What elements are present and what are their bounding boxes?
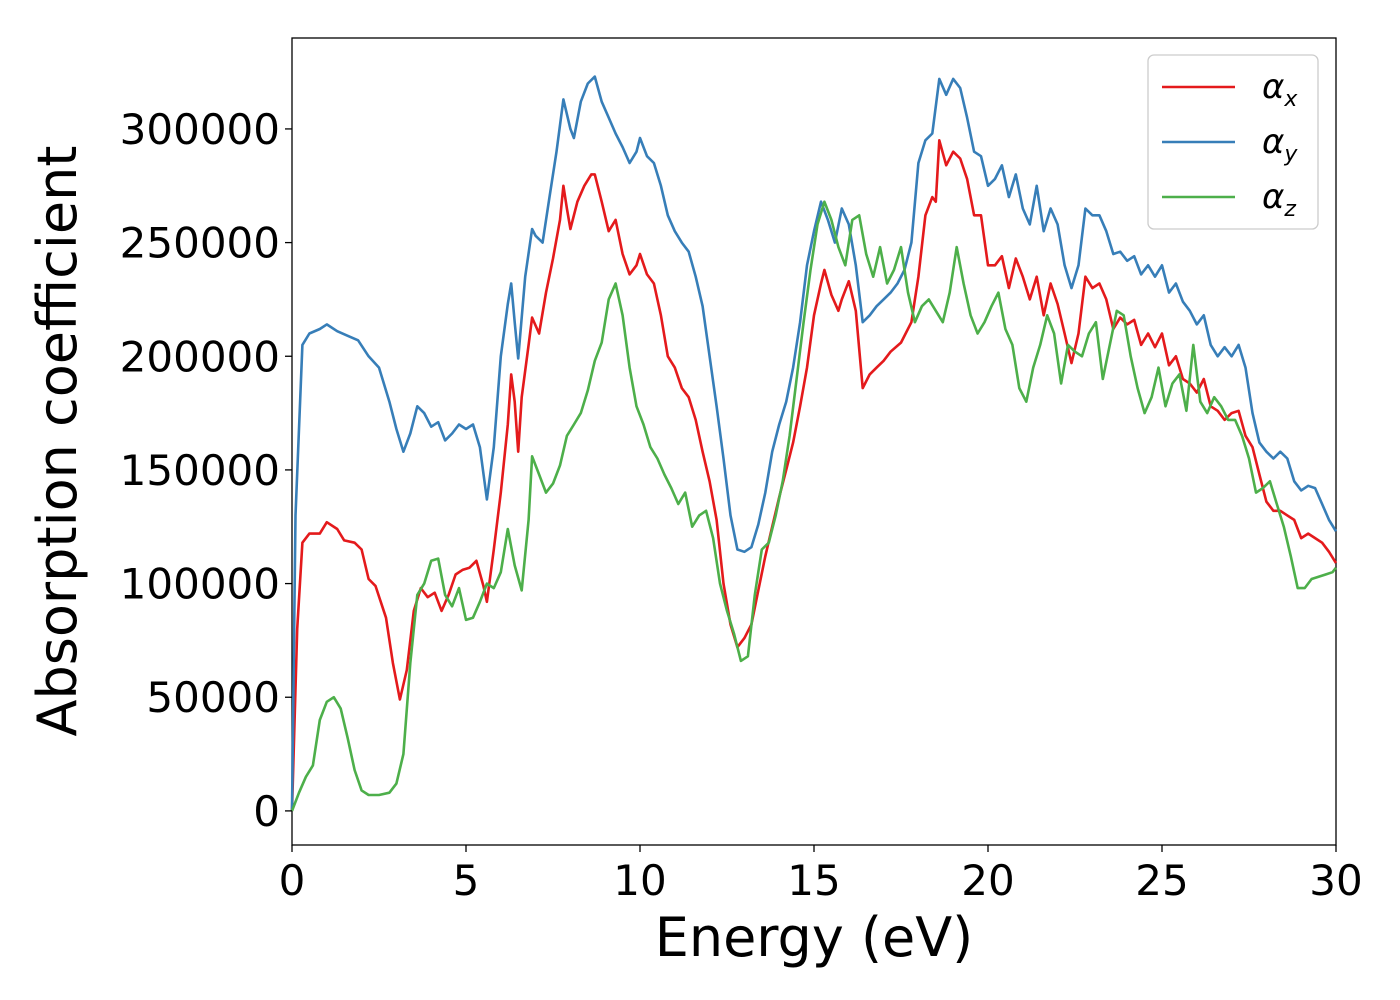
x-tick-label: 10 [613, 856, 666, 905]
y-tick-label: 50000 [146, 673, 280, 722]
x-axis-label: Energy (eV) [655, 906, 974, 969]
y-ticks: 0 50000 100000 150000 200000 250000 300000 [120, 105, 292, 836]
series-line-alpha-y [290, 75, 1338, 811]
y-tick-label: 200000 [120, 332, 280, 381]
x-ticks: 0 5 10 15 20 25 30 [279, 845, 1363, 905]
x-tick-label: 5 [453, 856, 480, 905]
series-line-alpha-x [290, 139, 1338, 811]
x-tick-label: 30 [1309, 856, 1362, 905]
series-layer [290, 75, 1338, 812]
x-tick-label: 20 [961, 856, 1014, 905]
y-tick-label: 300000 [120, 105, 280, 154]
y-tick-label: 100000 [120, 560, 280, 609]
x-tick-label: 15 [787, 856, 840, 905]
series-line-alpha-z [290, 200, 1338, 812]
y-axis-label: Absorption coefficient [26, 146, 89, 737]
x-tick-label: 0 [279, 856, 306, 905]
x-tick-label: 25 [1135, 856, 1188, 905]
y-tick-label: 150000 [120, 446, 280, 495]
y-tick-label: 250000 [120, 219, 280, 268]
y-tick-label: 0 [253, 787, 280, 836]
